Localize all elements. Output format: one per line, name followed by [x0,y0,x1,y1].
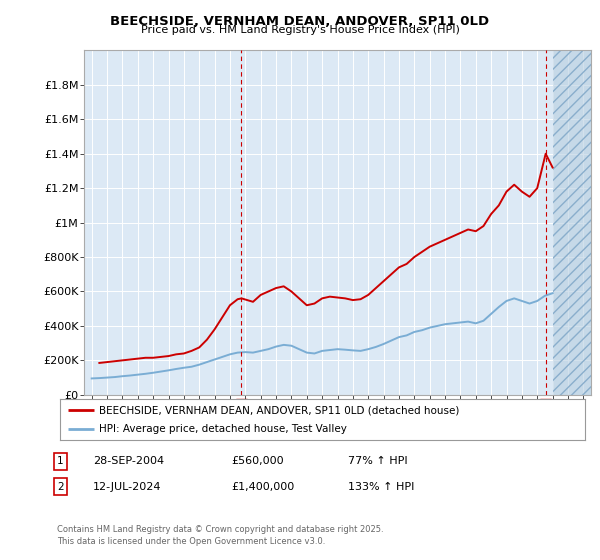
Text: 133% ↑ HPI: 133% ↑ HPI [348,482,415,492]
Text: £1,400,000: £1,400,000 [231,482,294,492]
Text: 77% ↑ HPI: 77% ↑ HPI [348,456,407,466]
Text: 2: 2 [57,482,64,492]
Text: 1: 1 [238,402,245,412]
Text: 1: 1 [57,456,64,466]
Text: BEECHSIDE, VERNHAM DEAN, ANDOVER, SP11 0LD: BEECHSIDE, VERNHAM DEAN, ANDOVER, SP11 0… [110,15,490,27]
Bar [553,50,591,395]
Text: £560,000: £560,000 [231,456,284,466]
Text: Price paid vs. HM Land Registry's House Price Index (HPI): Price paid vs. HM Land Registry's House … [140,25,460,35]
Text: 28-SEP-2004: 28-SEP-2004 [93,456,164,466]
Text: 2: 2 [542,402,549,412]
Text: BEECHSIDE, VERNHAM DEAN, ANDOVER, SP11 0LD (detached house): BEECHSIDE, VERNHAM DEAN, ANDOVER, SP11 0… [100,405,460,415]
Text: HPI: Average price, detached house, Test Valley: HPI: Average price, detached house, Test… [100,424,347,433]
Text: 12-JUL-2024: 12-JUL-2024 [93,482,161,492]
Text: Contains HM Land Registry data © Crown copyright and database right 2025.
This d: Contains HM Land Registry data © Crown c… [57,525,383,546]
Bar [553,50,591,395]
